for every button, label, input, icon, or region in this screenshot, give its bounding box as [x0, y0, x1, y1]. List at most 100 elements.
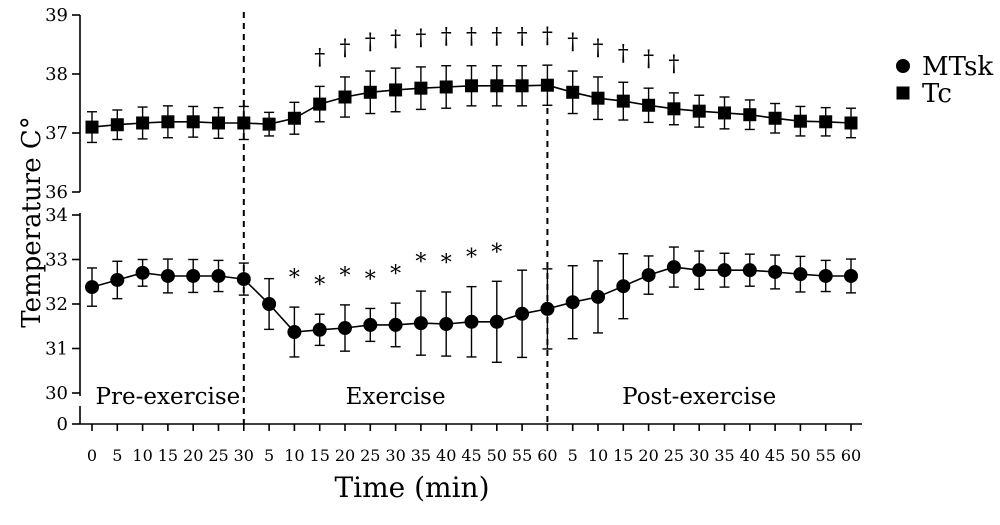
y-tick-label: 0: [57, 414, 68, 435]
legend-marker-mtsk: [896, 59, 910, 73]
tc-point: [718, 106, 731, 120]
tc-significance-mark: †: [593, 36, 604, 61]
y-tick-label: 34: [45, 205, 68, 226]
tc-point: [566, 85, 580, 99]
x-tick-label: 50: [487, 446, 507, 465]
tc-significance-mark: †: [491, 25, 502, 50]
tc-point: [237, 116, 251, 130]
tc-point: [85, 120, 99, 134]
tc-significance-mark: †: [314, 45, 325, 70]
tc-point: [414, 81, 428, 95]
x-tick-label: 20: [183, 446, 203, 465]
mtsk-point: [211, 268, 226, 283]
tc-point: [439, 80, 453, 94]
phase-label: Exercise: [346, 384, 446, 410]
tc-point: [768, 111, 782, 125]
mtsk-significance-mark: *: [415, 250, 426, 275]
mtsk-point: [793, 267, 808, 282]
tc-point: [389, 83, 403, 97]
x-tick-label: 25: [360, 446, 380, 465]
tc-point: [540, 78, 554, 92]
tc-point: [338, 90, 352, 104]
mtsk-point: [616, 279, 631, 294]
tc-significance-mark: †: [618, 41, 629, 66]
tc-point: [819, 115, 833, 129]
y-tick-label: 37: [45, 123, 68, 144]
x-tick-label: 25: [208, 446, 228, 465]
x-tick-label: 60: [841, 446, 861, 465]
mtsk-point: [717, 263, 732, 278]
y-tick-label: 33: [45, 250, 68, 271]
y-tick-label: 38: [45, 64, 68, 85]
tc-significance-mark: †: [415, 26, 426, 51]
x-tick-label: 45: [765, 446, 785, 465]
mtsk-point: [363, 317, 378, 332]
x-tick-label: 5: [112, 446, 122, 465]
mtsk-point: [641, 268, 656, 283]
x-tick-label: 55: [512, 446, 532, 465]
x-tick-label: 10: [284, 446, 304, 465]
mtsk-significance-mark: *: [491, 240, 502, 265]
mtsk-point: [591, 289, 605, 304]
x-tick-label: 25: [664, 446, 684, 465]
x-tick-label: 15: [310, 446, 330, 465]
tc-point: [692, 104, 706, 118]
tc-point: [287, 111, 301, 125]
x-tick-label: 30: [234, 446, 254, 465]
plot-area: Pre-exercise Exercise Post-exercise 36 37 38 3…: [45, 5, 862, 465]
tc-significance-mark: †: [542, 24, 553, 49]
phase-label: Pre-exercise: [96, 384, 241, 410]
tc-significance-mark: †: [390, 27, 401, 52]
mtsk-point: [262, 297, 277, 311]
x-tick-label: 35: [714, 446, 734, 465]
x-tick-label: 0: [87, 446, 97, 465]
x-tick-label: 60: [537, 446, 557, 465]
mtsk-point: [338, 321, 352, 336]
tc-point: [363, 85, 377, 99]
mtsk-point: [565, 295, 580, 310]
tc-point: [465, 79, 478, 93]
tc-point: [793, 114, 807, 128]
mtsk-point: [742, 263, 757, 278]
tc-significance-mark: †: [340, 36, 351, 61]
mtsk-point: [413, 316, 428, 331]
mtsk-point: [540, 301, 555, 316]
mtsk-significance-mark: *: [441, 251, 452, 276]
x-tick-label: 20: [638, 446, 658, 465]
tc-point: [313, 97, 327, 111]
legend-marker-tc: [896, 86, 910, 100]
mtsk-significance-mark: *: [340, 264, 351, 289]
mtsk-point: [236, 272, 251, 287]
x-tick-label: 10: [132, 446, 152, 465]
mtsk-point: [312, 322, 327, 337]
x-tick-label: 15: [613, 446, 633, 465]
tc-point: [110, 118, 124, 132]
mtsk-point: [489, 314, 504, 329]
mtsk-significance-mark: *: [289, 266, 300, 291]
tc-significance-mark: †: [466, 25, 477, 50]
y-tick-label: 32: [45, 294, 68, 315]
x-tick-label: 35: [411, 446, 431, 465]
y-tick-label: 31: [45, 339, 68, 360]
mtsk-significance-mark: *: [466, 246, 477, 271]
mtsk-point: [439, 317, 454, 332]
tc-point: [591, 91, 605, 105]
x-axis-label: Time (min): [334, 471, 489, 504]
legend-label-tc: Tc: [922, 79, 952, 109]
tc-significance-mark: †: [668, 52, 679, 77]
mtsk-significance-mark: *: [365, 267, 376, 292]
x-tick-label: 30: [689, 446, 709, 465]
mtsk-point: [666, 260, 681, 275]
x-tick-label: 55: [816, 446, 836, 465]
mtsk-point: [388, 317, 403, 332]
tc-point: [136, 116, 150, 130]
tc-significance-mark: †: [517, 25, 528, 50]
x-tick-label: 40: [740, 446, 760, 465]
mtsk-point: [160, 268, 175, 283]
y-axis-label: Temperature C°: [17, 116, 47, 328]
tc-point: [212, 116, 225, 130]
x-tick-label: 5: [568, 446, 578, 465]
x-tick-label: 5: [264, 446, 274, 465]
